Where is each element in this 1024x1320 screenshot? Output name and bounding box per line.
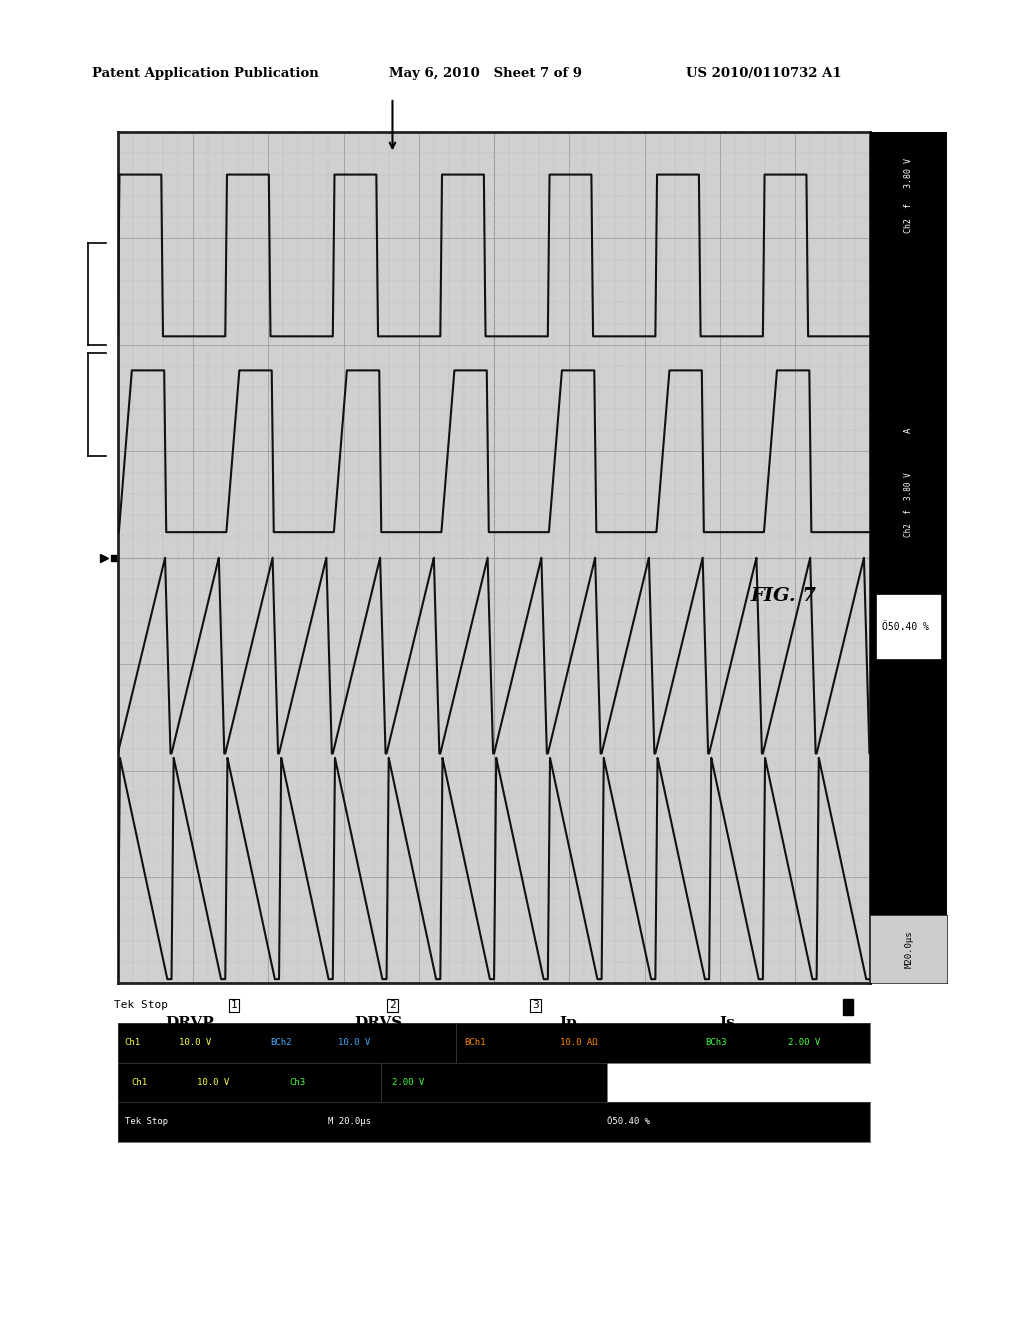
Text: M20.0μs: M20.0μs xyxy=(904,931,913,968)
Text: Tek Stop: Tek Stop xyxy=(114,1001,168,1010)
Text: M 20.0μs: M 20.0μs xyxy=(329,1118,372,1126)
Text: FIG. 7: FIG. 7 xyxy=(751,586,816,605)
Text: BCh3: BCh3 xyxy=(705,1039,726,1047)
Text: +: + xyxy=(844,1001,852,1014)
Text: US 2010/0110732 A1: US 2010/0110732 A1 xyxy=(686,66,842,79)
Text: 2.00 V: 2.00 V xyxy=(787,1039,820,1047)
Text: DRVP: DRVP xyxy=(165,1016,214,1030)
Text: Ch2  f  3.80 V: Ch2 f 3.80 V xyxy=(904,473,913,537)
Text: A: A xyxy=(904,428,913,433)
Text: 3: 3 xyxy=(532,1001,539,1010)
Text: Tek Stop: Tek Stop xyxy=(125,1118,168,1126)
Text: Ch2  f   3.80 V: Ch2 f 3.80 V xyxy=(904,157,913,232)
Text: Ő50.40 %: Ő50.40 % xyxy=(882,622,929,632)
Text: Ő50.40 %: Ő50.40 % xyxy=(607,1118,650,1126)
Text: BCh2: BCh2 xyxy=(270,1039,292,1047)
Text: 2: 2 xyxy=(389,1001,396,1010)
Text: 10.0 AΩ: 10.0 AΩ xyxy=(560,1039,598,1047)
Text: 2.00 V: 2.00 V xyxy=(392,1078,425,1086)
Text: DRVS: DRVS xyxy=(354,1016,403,1030)
Text: Ch3: Ch3 xyxy=(289,1078,305,1086)
Text: 10.0 V: 10.0 V xyxy=(338,1039,370,1047)
Text: Ch1: Ch1 xyxy=(125,1039,140,1047)
Text: Is: Is xyxy=(719,1016,735,1030)
Text: May 6, 2010   Sheet 7 of 9: May 6, 2010 Sheet 7 of 9 xyxy=(389,66,582,79)
Text: Ch1: Ch1 xyxy=(131,1078,147,1086)
Text: BCh1: BCh1 xyxy=(465,1039,486,1047)
Text: 1: 1 xyxy=(231,1001,238,1010)
Text: 10.0 V: 10.0 V xyxy=(197,1078,229,1086)
Text: Patent Application Publication: Patent Application Publication xyxy=(92,66,318,79)
Text: 25 Mar 2008
18:06:20: 25 Mar 2008 18:06:20 xyxy=(903,260,926,334)
Text: Ip: Ip xyxy=(559,1016,578,1030)
Text: 10.0 V: 10.0 V xyxy=(179,1039,211,1047)
